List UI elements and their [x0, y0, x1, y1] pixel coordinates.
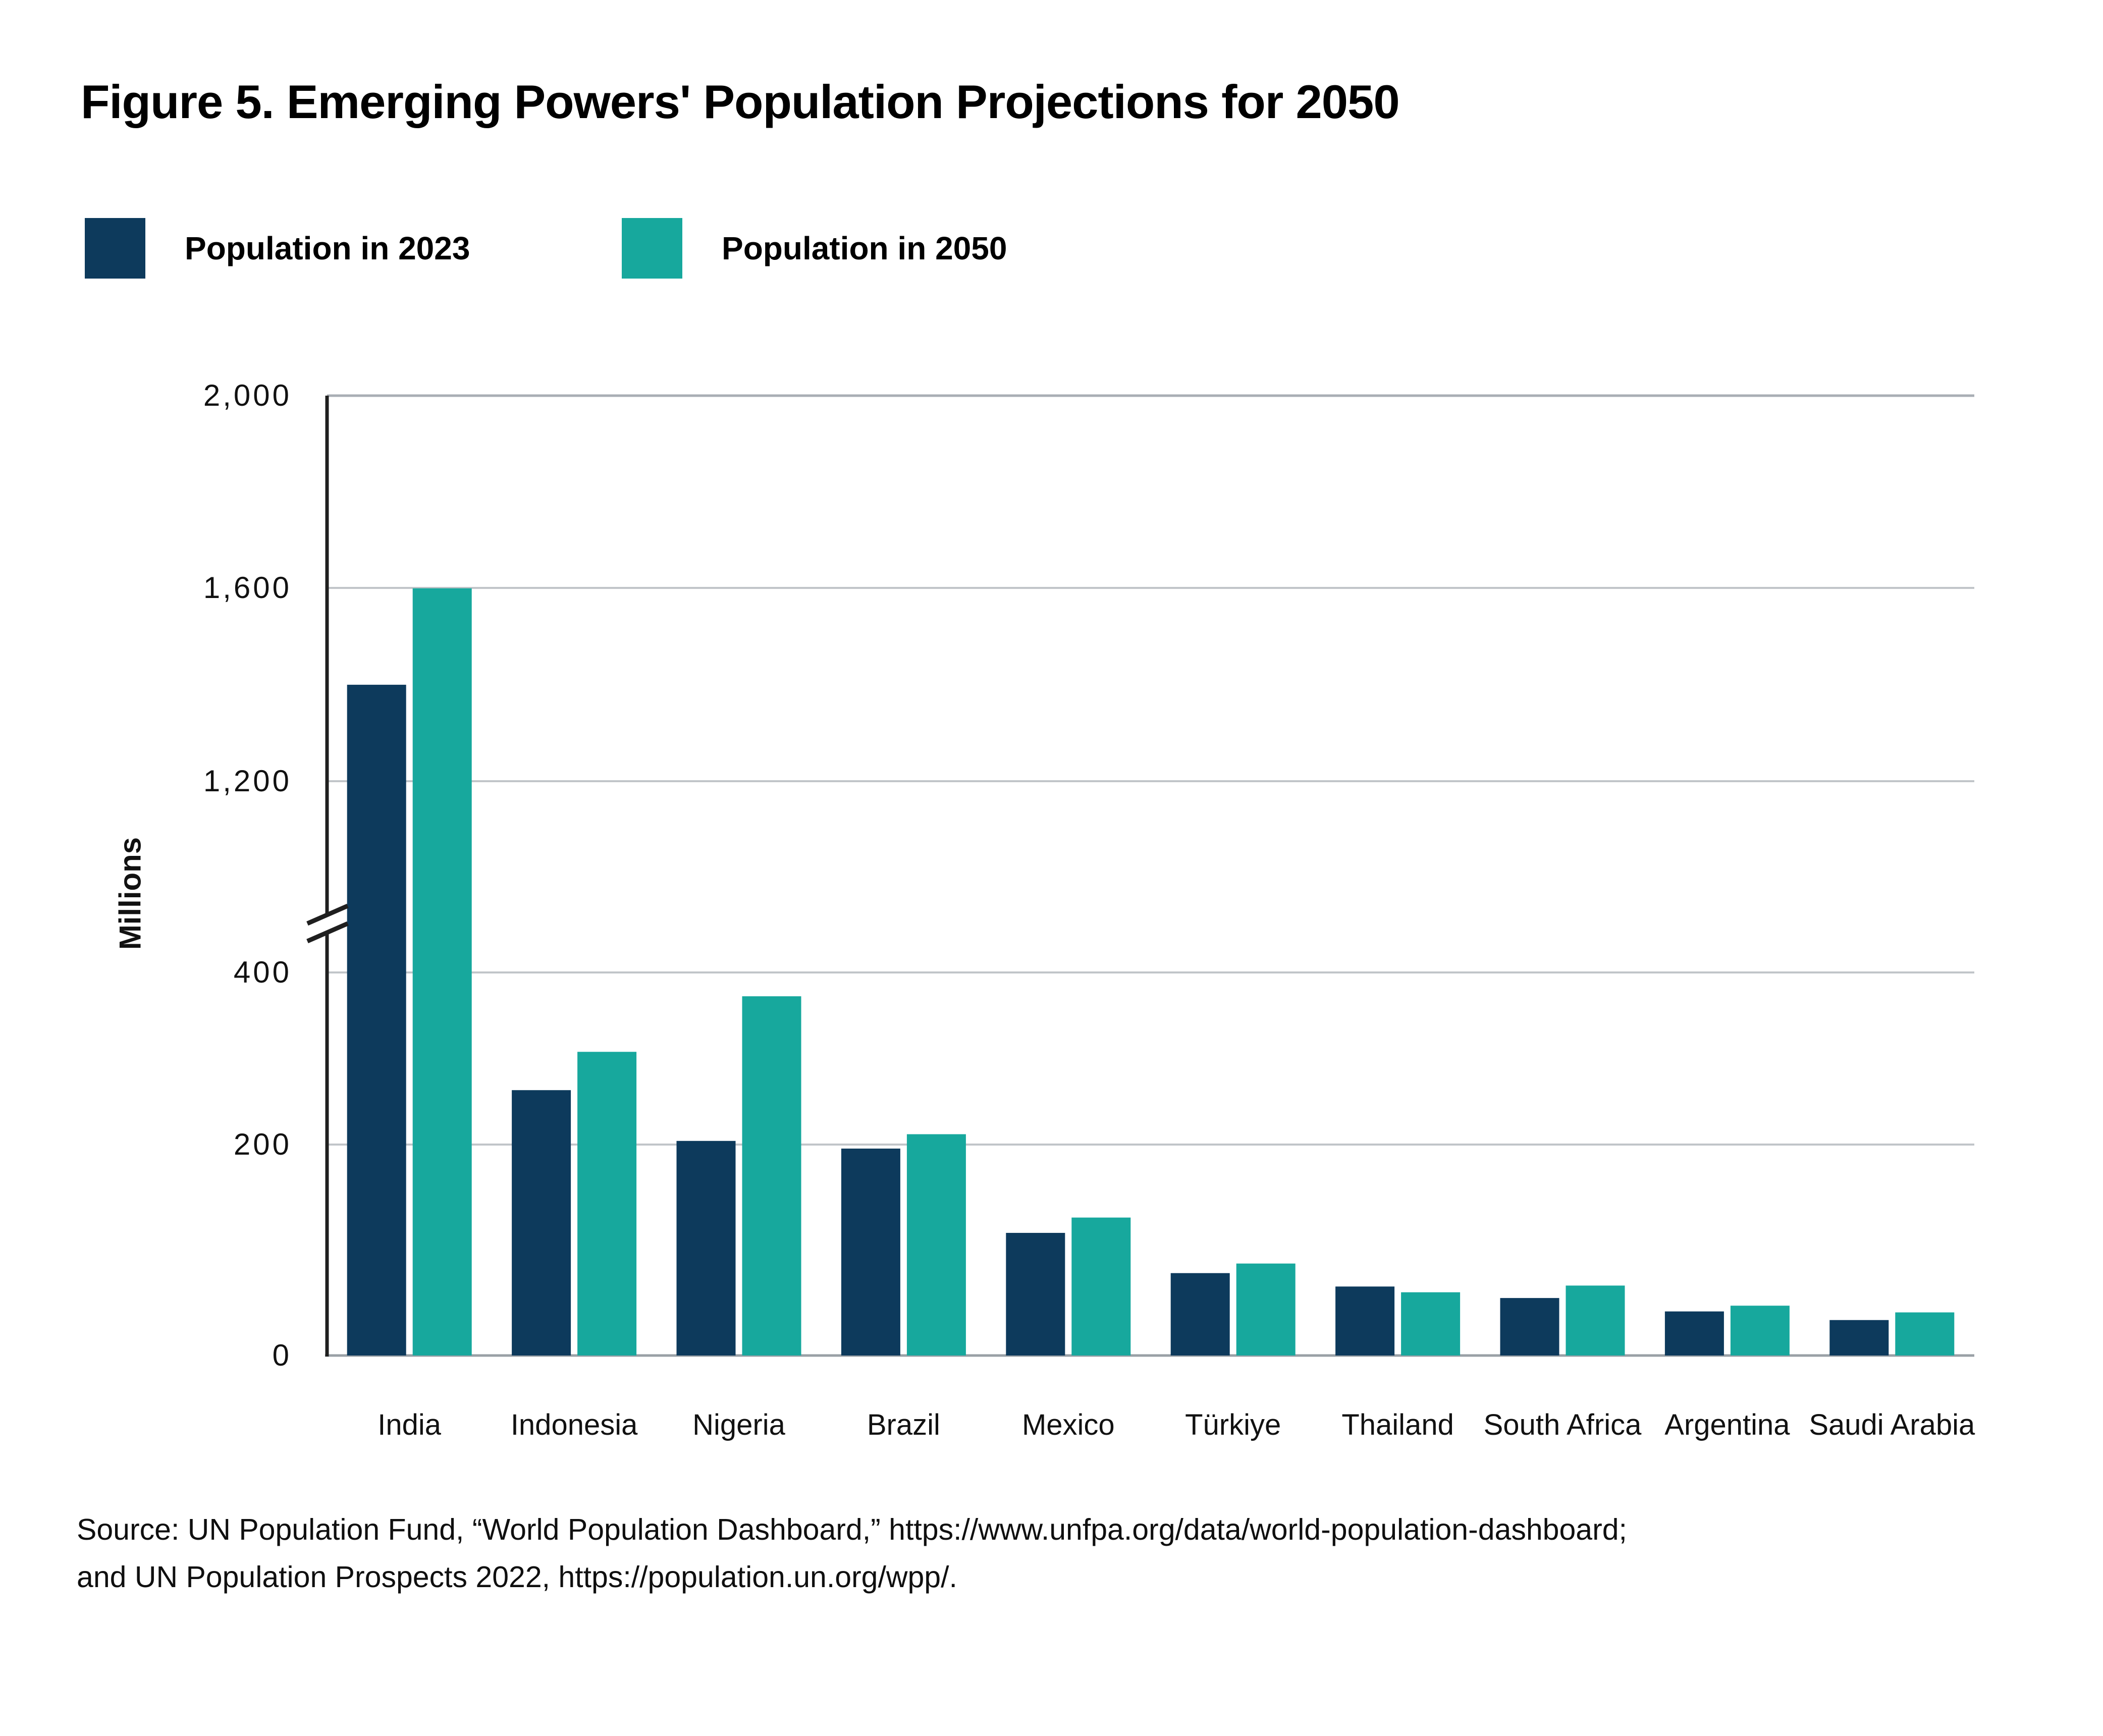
legend-swatch-2050: [622, 218, 682, 279]
source-line-2: and UN Population Prospects 2022, https:…: [77, 1560, 957, 1594]
y-tick-label-2000: 2,000: [203, 378, 292, 412]
figure-title: Figure 5. Emerging Powers' Population Pr…: [81, 75, 1400, 128]
axis-break-slash-2: [306, 921, 349, 944]
x-axis-label-south-africa: South Africa: [1483, 1408, 1642, 1441]
bar-2023-indonesia: [512, 1090, 571, 1355]
bar-2050-indonesia: [577, 1052, 637, 1355]
bar-2023-india: [347, 684, 406, 1355]
bar-2050-nigeria: [742, 996, 801, 1355]
source-note: Source: UN Population Fund, “World Popul…: [77, 1506, 1627, 1601]
bar-2023-brazil: [841, 1148, 900, 1355]
y-tick-label-200: 200: [233, 1127, 292, 1161]
bar-2050-brazil: [906, 1134, 966, 1355]
x-axis-label-mexico: Mexico: [1021, 1408, 1115, 1441]
legend-item-2050: Population in 2050: [622, 218, 1007, 279]
legend-item-2023: Population in 2023: [85, 218, 470, 279]
bar-2023-saudi-arabia: [1829, 1320, 1889, 1355]
bar-2023-thailand: [1335, 1286, 1395, 1355]
bar-2023-argentina: [1664, 1311, 1724, 1355]
bar-2050-india: [412, 588, 472, 1355]
bar-2050-saudi-arabia: [1895, 1312, 1955, 1355]
bar-2023-t-rkiye: [1170, 1273, 1230, 1355]
x-axis-label-saudi-arabia: Saudi Arabia: [1809, 1408, 1975, 1441]
bar-2023-nigeria: [676, 1141, 736, 1355]
bar-2050-argentina: [1730, 1306, 1790, 1355]
legend-swatch-2023: [85, 218, 145, 279]
x-axis-label-argentina: Argentina: [1664, 1408, 1790, 1441]
y-tick-label-1600: 1,600: [203, 571, 292, 605]
legend-label-2050: Population in 2050: [722, 230, 1007, 266]
axis-break-slash-1: [306, 903, 349, 926]
x-axis-label-india: India: [378, 1408, 442, 1441]
x-axis-label-nigeria: Nigeria: [692, 1408, 785, 1441]
y-tick-label-0: 0: [272, 1338, 292, 1372]
y-tick-label-400: 400: [233, 955, 292, 989]
source-line-1: Source: UN Population Fund, “World Popul…: [77, 1513, 1627, 1546]
bar-2050-mexico: [1071, 1217, 1131, 1355]
bar-2050-thailand: [1401, 1292, 1461, 1355]
bar-2023-south-africa: [1500, 1298, 1559, 1355]
legend-label-2023: Population in 2023: [185, 230, 470, 266]
x-axis-label-thailand: Thailand: [1341, 1408, 1454, 1441]
bar-2050-t-rkiye: [1236, 1263, 1296, 1355]
bar-2050-south-africa: [1566, 1285, 1625, 1355]
x-axis-label-t-rkiye: Türkiye: [1185, 1408, 1281, 1441]
x-axis-label-indonesia: Indonesia: [510, 1408, 638, 1441]
y-tick-label-1200: 1,200: [203, 764, 292, 798]
x-axis-label-brazil: Brazil: [867, 1408, 940, 1441]
bar-2023-mexico: [1006, 1233, 1065, 1355]
y-axis-title: Millions: [113, 837, 147, 950]
